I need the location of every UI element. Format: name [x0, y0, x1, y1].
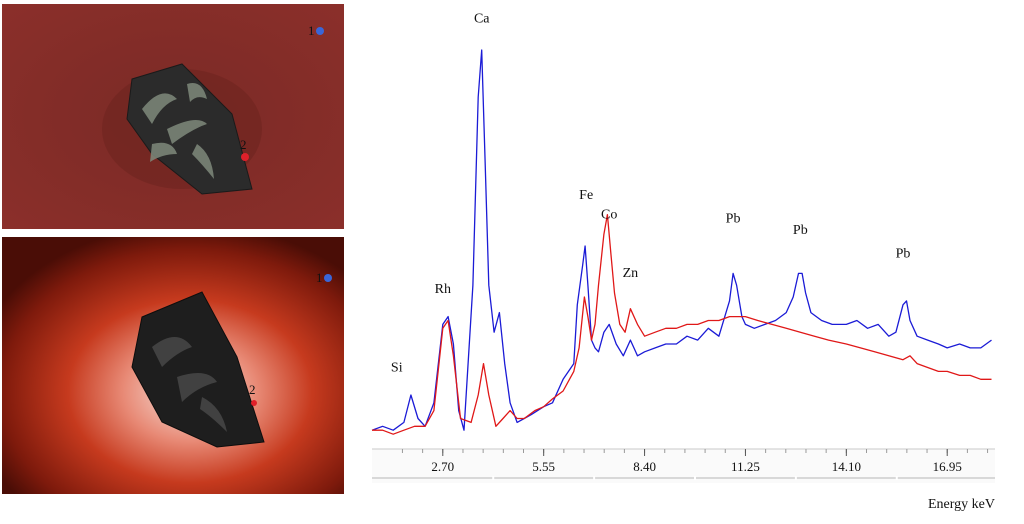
- peak-label-rh: Rh: [435, 282, 451, 297]
- marker-layer: 1 2: [240, 23, 324, 161]
- sample-photo-uv-fluorescence-image: [2, 237, 344, 494]
- marker-2-label: 2: [249, 382, 256, 397]
- x-axis-tick-label: 11.25: [731, 459, 760, 474]
- peak-label-ca: Ca: [474, 11, 490, 26]
- marker-layer: 1 2: [249, 270, 332, 406]
- marker-1-dot: [316, 27, 324, 35]
- sample-photo-visible-light: 1 2: [2, 4, 344, 229]
- peak-label-fe: Fe: [579, 188, 593, 203]
- spectrum-series-2-line: [372, 213, 992, 435]
- peak-label-pb: Pb: [793, 223, 808, 238]
- x-axis-tick-label: 16.95: [933, 459, 962, 474]
- x-axis-tick-label: 8.40: [633, 459, 656, 474]
- x-axis-tick-label: 5.55: [532, 459, 555, 474]
- sample-photo-uv-fluorescence: 1 2: [2, 237, 344, 494]
- peak-label-pb: Pb: [726, 211, 741, 226]
- marker-2-dot: [241, 153, 249, 161]
- marker-2-label: 2: [240, 137, 247, 152]
- x-axis-tick-label: 2.70: [431, 459, 454, 474]
- peak-label-co: Co: [601, 207, 617, 222]
- marker-1-label: 1: [308, 23, 315, 38]
- series-layer: [371, 49, 992, 435]
- spectrum-series-1-line: [371, 49, 992, 431]
- x-axis: 2.70 5.55 8.40 11.25 14.10 16.95: [372, 448, 995, 483]
- peak-label-si: Si: [391, 360, 403, 375]
- marker-1-label: 1: [316, 270, 323, 285]
- peak-label-zn: Zn: [623, 266, 639, 281]
- x-axis-tick-label: 14.10: [832, 459, 861, 474]
- peak-label-layer: Si Rh Ca Fe Co Zn Pb Pb Pb: [391, 11, 910, 375]
- marker-2-dot: [251, 400, 257, 406]
- x-axis-label: Energy keV: [928, 497, 995, 512]
- marker-1-dot: [324, 274, 332, 282]
- sample-photo-visible-light-image: [2, 4, 344, 229]
- peak-label-pb: Pb: [896, 247, 911, 262]
- xrf-spectrum-chart: Si Rh Ca Fe Co Zn Pb Pb Pb 2.70 5.55 8.40 11.25 14.1…: [371, 11, 995, 512]
